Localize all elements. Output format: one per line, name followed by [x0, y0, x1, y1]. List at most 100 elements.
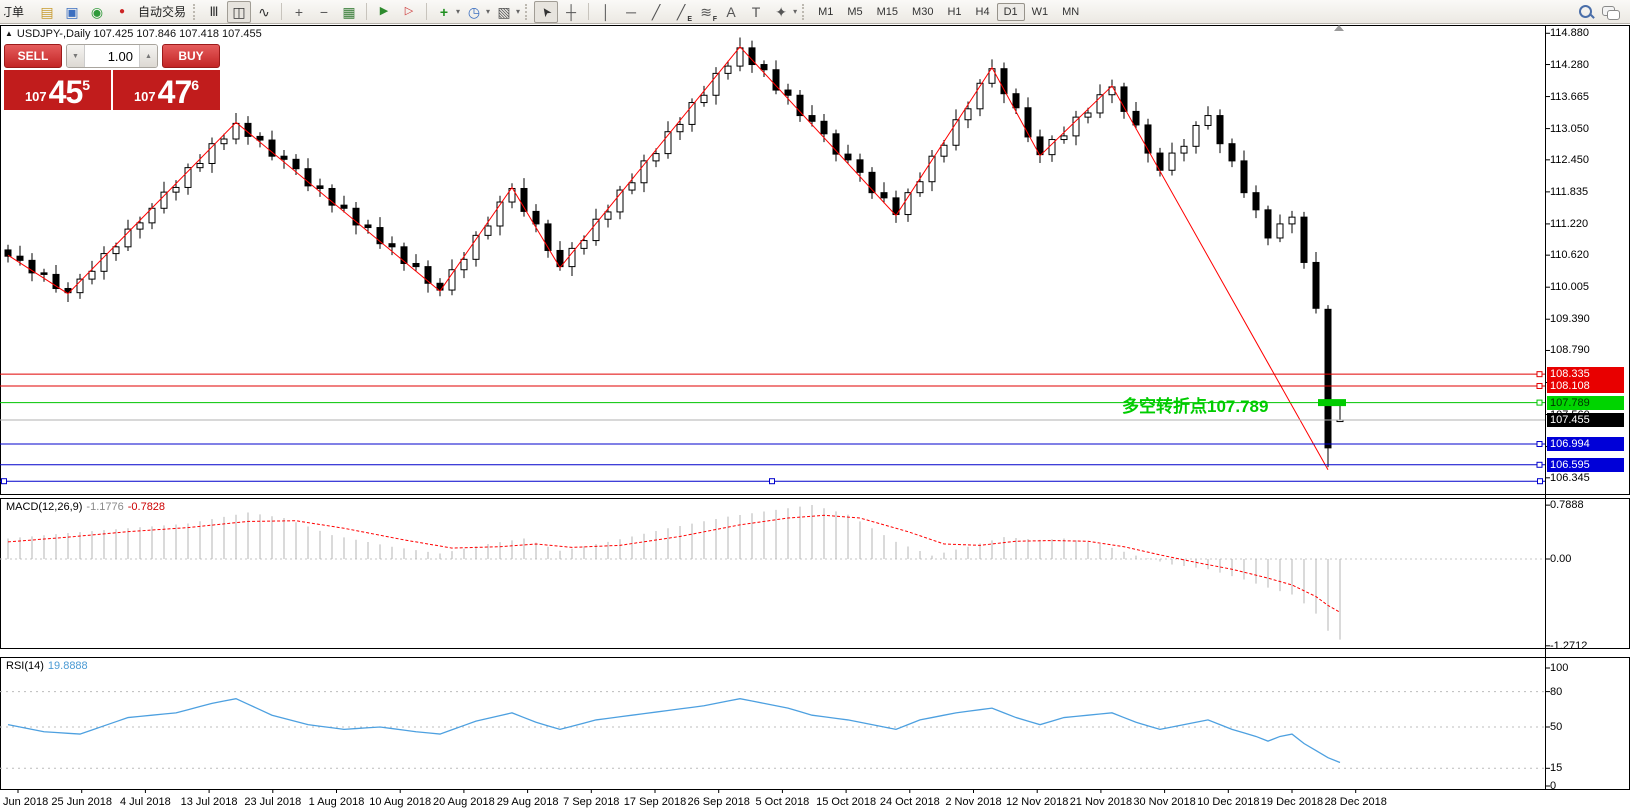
price-axis-label: 114.280 — [1550, 58, 1589, 71]
autoscroll-icon[interactable]: ▶ — [379, 5, 389, 17]
channel-icon[interactable]: ╱ E — [676, 3, 693, 23]
buy-button[interactable]: BUY — [162, 44, 220, 68]
price-line-badge: 108.108 — [1547, 378, 1624, 393]
date-axis-label: 13 Jul 2018 — [180, 796, 238, 808]
timeframe-w1[interactable]: W1 — [1031, 5, 1049, 18]
volume-increase-button[interactable]: ▲ — [139, 45, 157, 67]
collapse-icon[interactable]: ▲ — [5, 29, 13, 38]
macd-main-value: -1.1776 — [86, 501, 124, 513]
date-axis-label: 10 Dec 2018 — [1197, 796, 1260, 808]
indicators-icon[interactable]: + — [439, 3, 449, 20]
volume-decrease-button[interactable]: ▼ — [67, 45, 85, 67]
chat-icon[interactable] — [1598, 1, 1626, 23]
cursor-icon[interactable]: ➤ — [534, 0, 559, 23]
price-axis-label: 114.880 — [1550, 27, 1589, 40]
timeframe-d1[interactable]: D1 — [996, 2, 1025, 21]
timeframe-h4[interactable]: H4 — [975, 5, 990, 18]
timeframe-m30[interactable]: M30 — [912, 5, 934, 18]
timeframe-m15[interactable]: M15 — [876, 5, 899, 18]
bar-chart-icon[interactable]: Ⅲ — [209, 4, 219, 19]
chart-shift-icon[interactable]: ▷ — [404, 5, 414, 17]
book-icon[interactable]: ▤ — [40, 3, 54, 20]
templates-dropdown-caret[interactable]: ▾ — [516, 7, 521, 16]
candlestick-icon[interactable]: ◫ — [227, 0, 252, 23]
signal-icon[interactable]: ◉ — [90, 3, 104, 20]
sell-price-display[interactable]: 107 45 5 — [4, 70, 111, 110]
fibonacci-icon[interactable]: ≋ F — [700, 3, 718, 23]
date-axis-label: 29 Aug 2018 — [496, 796, 559, 808]
pivot-annotation-text[interactable]: 多空转折点107.789 — [1122, 397, 1269, 416]
date-axis-label: 30 Nov 2018 — [1133, 796, 1196, 808]
search-icon[interactable] — [1573, 1, 1597, 23]
main-toolbar: 订单 ▤ ▣ ◉ ● 自动交易 Ⅲ ◫ ∿ + − ▦ ▶ ▷ + ▾ ◷ ▾ … — [0, 0, 1630, 24]
date-axis-label: 15 Oct 2018 — [816, 796, 877, 808]
macd-name: MACD(12,26,9) — [6, 501, 83, 513]
crosshair-icon[interactable]: ┼ — [566, 3, 577, 20]
buy-price-display[interactable]: 107 47 6 — [113, 70, 220, 110]
indicators-dropdown-caret[interactable]: ▾ — [456, 7, 461, 16]
date-axis-label: 20 Aug 2018 — [432, 796, 495, 808]
toolbar-separator — [426, 3, 428, 20]
price-axis-label: 111.835 — [1550, 185, 1589, 198]
price-axis-label: 108.790 — [1550, 344, 1590, 357]
price-axis-label: 112.450 — [1550, 153, 1589, 166]
toolbar-grip — [193, 3, 198, 20]
trendline-icon[interactable]: ╱ — [651, 3, 661, 20]
macd-axis-label: -1.2712 — [1550, 639, 1588, 652]
volume-down-icon: ▼ — [72, 52, 79, 60]
text-icon[interactable]: A — [726, 3, 736, 20]
toolbar-grip — [525, 3, 530, 20]
line-chart-icon[interactable]: ∿ — [258, 3, 270, 20]
price-line-badge: 107.789 — [1547, 395, 1624, 410]
zoom-out-icon[interactable]: − — [319, 3, 329, 20]
date-axis-label: 17 Sep 2018 — [623, 796, 687, 808]
volume-up-icon: ▲ — [145, 52, 152, 60]
timeframe-group: M1 M5 M15 M30 H1 H4 D1 W1 MN — [811, 2, 1086, 21]
accounts-icon[interactable]: ▣ — [65, 3, 79, 20]
timeframe-mn[interactable]: MN — [1062, 5, 1080, 18]
channel-sub-label: E — [687, 15, 693, 23]
arrows-dropdown-caret[interactable]: ▾ — [793, 7, 798, 16]
autotrade-button[interactable]: 自动交易 — [138, 5, 187, 19]
timeframe-m1[interactable]: M1 — [818, 5, 834, 18]
periods-icon[interactable]: ◷ — [467, 3, 481, 20]
templates-icon[interactable]: ▧ — [497, 3, 511, 20]
vline-icon[interactable]: │ — [601, 3, 611, 20]
sell-price-pips: 45 — [48, 74, 84, 110]
sell-price-big-figure: 107 — [24, 89, 47, 104]
rsi-axis-label: 80 — [1550, 685, 1563, 698]
toolbar-separator — [588, 3, 590, 20]
autotrade-icon[interactable]: ● — [118, 5, 126, 17]
toolbar-grip — [802, 3, 807, 20]
date-axis-label: 23 Jul 2018 — [244, 796, 302, 808]
price-line-badge: 108.335 — [1547, 367, 1624, 382]
zoom-in-icon[interactable]: + — [294, 3, 304, 20]
date-axis-label: 10 Aug 2018 — [369, 796, 432, 808]
label-icon[interactable]: T — [751, 3, 761, 20]
timeframe-h1[interactable]: H1 — [947, 5, 962, 18]
periods-dropdown-caret[interactable]: ▾ — [486, 7, 491, 16]
date-axis-label: 1 Aug 2018 — [308, 796, 365, 808]
date-axis-label: 24 Oct 2018 — [879, 796, 940, 808]
fibonacci-sub-label: F — [712, 15, 718, 23]
rsi-axis-label: 15 — [1550, 762, 1563, 775]
price-line-badge: 107.455 — [1547, 413, 1624, 427]
chart-title: ▲ USDJPY-,Daily 107.425 107.846 107.418 1… — [5, 28, 262, 40]
rsi-value: 19.8888 — [47, 660, 88, 672]
price-axis-label: 110.005 — [1550, 281, 1589, 294]
buy-price-point: 6 — [191, 77, 200, 93]
hline-icon[interactable]: ─ — [626, 3, 637, 20]
rsi-indicator-label: RSI(14) 19.8888 — [6, 660, 88, 672]
new-order-button[interactable]: 订单 — [4, 5, 25, 19]
timeframe-m5[interactable]: M5 — [847, 5, 863, 18]
volume-input[interactable] — [85, 45, 139, 67]
tile-windows-icon[interactable]: ▦ — [342, 3, 356, 20]
macd-indicator-label: MACD(12,26,9) -1.1776 -0.7828 — [6, 501, 165, 513]
arrows-icon[interactable]: ✦ — [775, 3, 787, 20]
one-click-trading-widget: SELL ▼ ▲ BUY 107 45 5 107 47 6 — [4, 44, 220, 110]
date-axis-label: 12 Nov 2018 — [1005, 796, 1069, 808]
date-axis-label: 5 Oct 2018 — [755, 796, 810, 808]
sell-button[interactable]: SELL — [4, 44, 62, 68]
